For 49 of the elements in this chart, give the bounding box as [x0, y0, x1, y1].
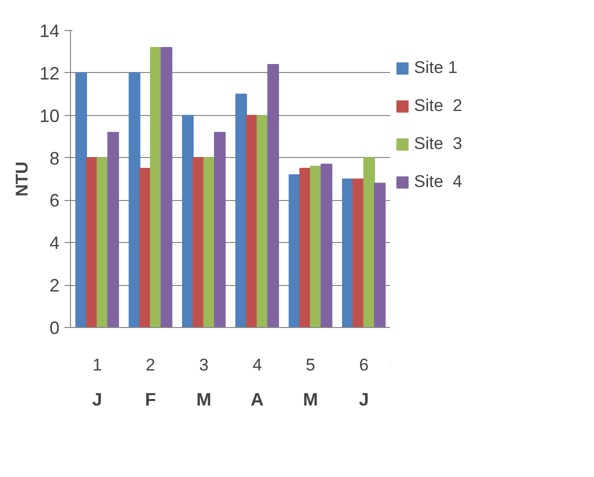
bar: [86, 157, 98, 328]
bar: [203, 157, 215, 328]
text: M: [196, 390, 212, 410]
y-tick-label: 2: [49, 276, 60, 296]
y-tick-label: 6: [49, 190, 60, 211]
bar: [352, 178, 364, 328]
y-tick-label: 10: [39, 106, 60, 126]
legend-label: Site 1: [414, 58, 458, 78]
y-tick-label: 8: [49, 148, 60, 168]
bar: [160, 46, 172, 328]
y-axis-title: NTU: [12, 162, 32, 196]
bar: [299, 168, 311, 328]
y-tick-label: 4: [49, 233, 60, 254]
text: J: [92, 390, 102, 410]
bar: [214, 132, 226, 328]
bar: [150, 46, 162, 328]
bar: [288, 174, 300, 328]
bar: [267, 64, 279, 328]
bar: [182, 114, 194, 328]
bar: [363, 157, 375, 328]
bar: [342, 178, 354, 328]
bar: [107, 132, 119, 328]
text: J: [358, 390, 369, 410]
legend-label: Site 2: [414, 96, 462, 116]
y-tick-label: 12: [39, 63, 60, 84]
bar: [246, 114, 258, 328]
bar: [256, 114, 268, 328]
bar: [128, 72, 140, 328]
bar: [75, 72, 87, 328]
bar: [139, 168, 151, 328]
legend-label: Site 3: [414, 134, 462, 154]
bar: [235, 94, 247, 328]
y-tick-label: 0: [49, 318, 60, 338]
x-tick-label: 2: [146, 356, 156, 374]
text: A: [250, 390, 264, 410]
bar: [310, 166, 322, 328]
legend-label: Site 4: [414, 172, 462, 192]
x-tick-label: 5: [306, 356, 316, 374]
bar: [320, 164, 332, 328]
x-tick-label: 3: [199, 356, 209, 374]
text: M: [303, 390, 318, 410]
bar: [374, 182, 386, 328]
text: F: [145, 390, 156, 410]
x-tick-label: 1: [92, 356, 102, 374]
y-tick-label: 14: [39, 21, 60, 41]
bar: [192, 157, 204, 328]
bar: [96, 157, 108, 328]
x-tick-label: 4: [252, 356, 262, 374]
x-tick-label: 6: [359, 356, 369, 374]
